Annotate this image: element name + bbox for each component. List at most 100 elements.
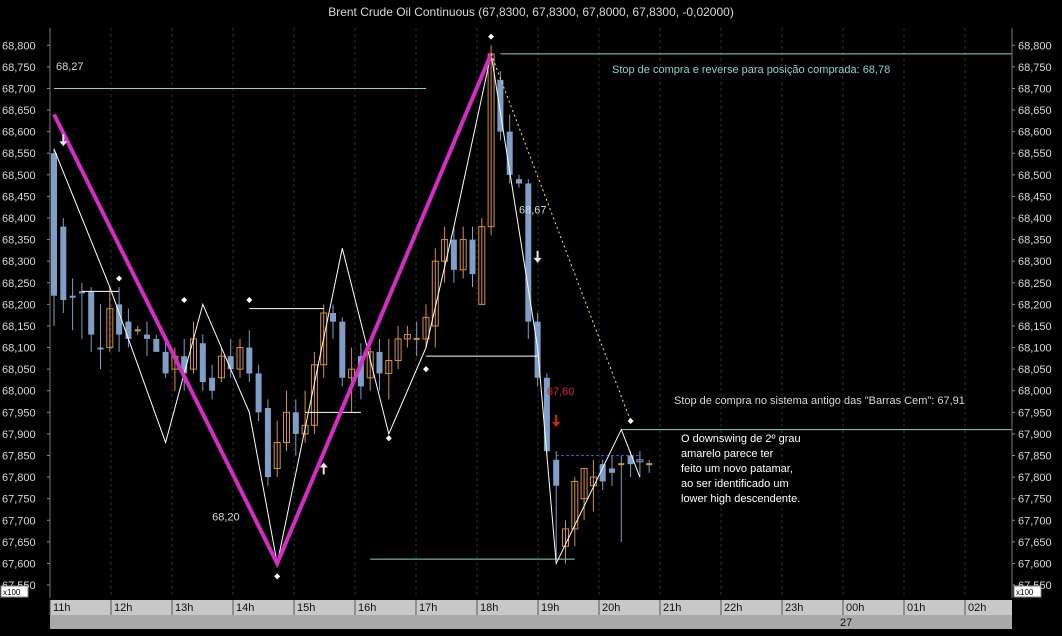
candle-body (516, 179, 522, 184)
y-tick-label-left: 67,900 (2, 429, 36, 441)
arrow-down-icon-head (59, 141, 68, 147)
candle-body (330, 313, 336, 322)
x-time-label: 19h (541, 602, 559, 614)
y-tick-label-right: 68,650 (1018, 105, 1052, 117)
y-tick-label-left: 68,550 (2, 148, 36, 160)
candle-body (227, 356, 234, 370)
value-annotation: 68,20 (212, 511, 240, 523)
y-tick-label-left: 68,100 (2, 343, 36, 355)
candle-body (273, 442, 281, 469)
candle-body (78, 291, 85, 294)
y-tick-label-right: 68,400 (1018, 213, 1052, 225)
candle-body (478, 226, 486, 305)
candle-body (199, 343, 206, 383)
candle-body (450, 239, 457, 270)
x-time-label: 12h (114, 602, 132, 614)
candle-body (310, 364, 318, 426)
candle-body (320, 312, 328, 366)
candle-body (125, 321, 132, 339)
candle-body (106, 308, 114, 349)
candle-body (422, 316, 430, 340)
candle-body (97, 347, 104, 350)
y-tick-label-right: 68,250 (1018, 278, 1052, 290)
swing-point-marker (385, 435, 392, 442)
x-time-label: 22h (724, 602, 742, 614)
note-text-line: amarelo parece ter (681, 448, 774, 460)
note-text-line: feito um novo patamar, (681, 463, 793, 475)
candle-body (264, 408, 271, 478)
candle-body (599, 464, 606, 482)
y-tick-label-left: 68,700 (2, 83, 36, 95)
candle-body (236, 347, 244, 370)
y-tick-label-left: 67,800 (2, 472, 36, 484)
scale-label-right: x100 (1016, 588, 1034, 597)
y-tick-label-right: 67,950 (1018, 407, 1052, 419)
note-text-line: O downswing de 2º grau (681, 433, 801, 445)
note-text-line: lower high descendente. (681, 493, 800, 505)
swing-point-marker (423, 366, 429, 373)
y-tick-label-right: 67,900 (1018, 429, 1052, 441)
candle-body (571, 480, 579, 530)
chart-title: Brent Crude Oil Continuous (67,8300, 67,… (328, 5, 734, 19)
swing-point-marker (627, 417, 634, 424)
y-tick-label-right: 68,550 (1018, 148, 1052, 160)
y-tick-label-left: 68,000 (2, 386, 36, 398)
y-tick-label-left: 68,500 (2, 170, 36, 182)
candle-body (60, 226, 67, 301)
x-time-label: 14h (236, 602, 254, 614)
y-tick-label-left: 68,400 (2, 213, 36, 225)
date-label: 27 (840, 617, 852, 629)
scale-box-right (1013, 585, 1042, 598)
candle-body (348, 368, 356, 379)
candle-body (580, 467, 588, 500)
candle-body (153, 338, 160, 352)
candle-body (506, 131, 513, 175)
scale-label-left: x100 (3, 588, 21, 597)
candle-body (339, 321, 346, 378)
candle-body (525, 183, 532, 322)
candle-body (609, 468, 615, 473)
x-time-label: 01h (907, 602, 925, 614)
y-tick-label-left: 68,200 (2, 299, 36, 311)
x-time-label: 20h (602, 602, 620, 614)
x-time-label: 17h (419, 602, 437, 614)
candle-body (292, 412, 299, 434)
magenta-swing-line (52, 53, 493, 569)
y-tick-label-right: 67,750 (1018, 494, 1052, 506)
y-tick-label-right: 67,700 (1018, 515, 1052, 527)
candle-body (246, 347, 253, 374)
y-tick-label-right: 67,650 (1018, 537, 1052, 549)
x-time-label: 16h (358, 602, 376, 614)
y-tick-label-left: 68,600 (2, 127, 36, 139)
candle-body (497, 79, 504, 132)
time-axis-bar (50, 600, 1012, 615)
swing-point-marker (116, 275, 123, 282)
candle-body (636, 459, 644, 463)
y-tick-label-left: 67,850 (2, 451, 36, 463)
level-label-6827: 68,27 (56, 61, 84, 73)
x-time-label: 11h (53, 602, 71, 614)
swing-point-marker (181, 297, 188, 304)
y-tick-label-left: 68,250 (2, 278, 36, 290)
y-tick-label-right: 68,600 (1018, 127, 1052, 139)
y-tick-label-left: 68,450 (2, 191, 36, 203)
y-tick-label-left: 68,750 (2, 62, 36, 74)
date-axis-bar (50, 615, 1012, 629)
arrow-up-icon-head (319, 462, 328, 468)
candle-body (116, 304, 123, 335)
x-time-label: 21h (663, 602, 681, 614)
y-tick-label-left: 68,350 (2, 235, 36, 247)
x-time-label: 23h (785, 602, 803, 614)
y-tick-label-right: 67,800 (1018, 472, 1052, 484)
candle-body (217, 355, 225, 379)
x-time-label: 13h (175, 602, 193, 614)
swing-point-marker (274, 573, 281, 580)
candle-body (469, 239, 476, 275)
candle-body (394, 338, 402, 361)
candle-body (459, 239, 467, 271)
candle-body (51, 153, 57, 296)
candle-body (144, 334, 150, 339)
value-annotation: 67,60 (547, 386, 575, 398)
